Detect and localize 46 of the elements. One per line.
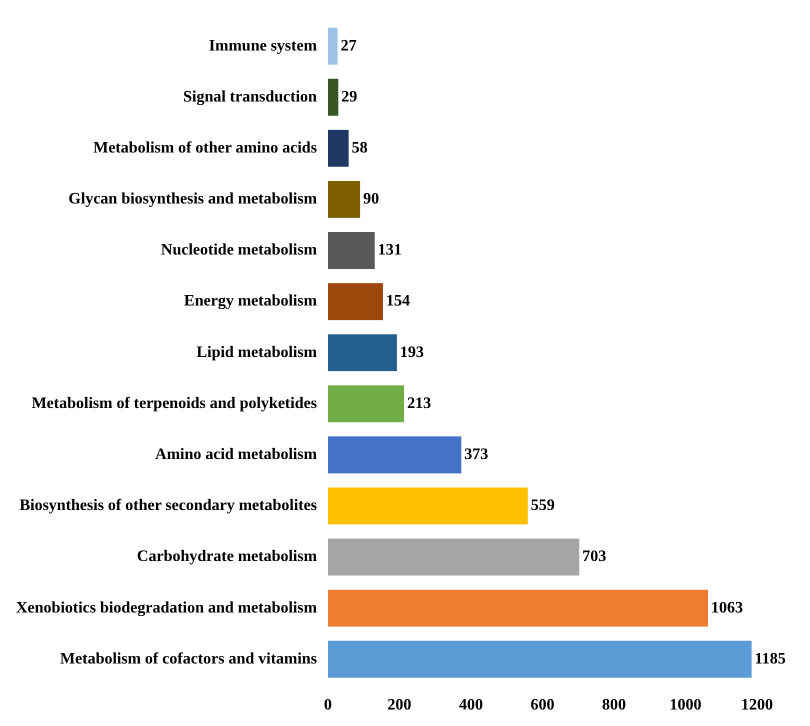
data-label: 58 bbox=[352, 139, 368, 156]
y-tick-label: Amino acid metabolism bbox=[155, 446, 318, 464]
data-label: 373 bbox=[464, 446, 488, 464]
y-tick-label: Metabolism of cofactors and vitamins bbox=[60, 650, 317, 668]
y-tick-label: Carbohydrate metabolism bbox=[136, 548, 318, 566]
x-tick-label: 0 bbox=[324, 696, 332, 714]
bar bbox=[328, 232, 375, 269]
bar bbox=[328, 130, 349, 167]
bar bbox=[328, 488, 528, 524]
bar bbox=[328, 334, 397, 372]
data-label: 27 bbox=[340, 37, 357, 54]
bar bbox=[328, 538, 580, 576]
bar bbox=[328, 28, 338, 65]
bar bbox=[328, 385, 404, 422]
bar bbox=[328, 640, 752, 678]
y-tick-label: Glycan biosynthesis and metabolism bbox=[68, 190, 318, 208]
bar bbox=[328, 180, 360, 218]
y-tick-label: Lipid metabolism bbox=[196, 344, 318, 361]
y-tick-label: Metabolism of other amino acids bbox=[93, 139, 317, 156]
bar bbox=[328, 283, 383, 320]
x-tick-label: 800 bbox=[602, 696, 626, 714]
y-tick-label: Xenobiotics biodegradation and metabolism bbox=[16, 599, 318, 616]
y-tick-label: Signal transduction bbox=[183, 88, 318, 106]
data-label: 90 bbox=[363, 190, 380, 208]
y-tick-label: Immune system bbox=[208, 37, 318, 54]
data-label: 703 bbox=[582, 548, 606, 566]
data-label: 1063 bbox=[711, 599, 744, 616]
y-tick-label: Biosynthesis of other secondary metabolites bbox=[19, 497, 317, 514]
x-tick-label: 600 bbox=[530, 696, 554, 714]
data-label: 213 bbox=[407, 394, 432, 412]
x-tick-label: 400 bbox=[458, 696, 483, 714]
y-tick-label: Metabolism of terpenoids and polyketides bbox=[32, 394, 317, 412]
data-label: 29 bbox=[341, 88, 358, 106]
data-label: 193 bbox=[400, 344, 424, 361]
x-tick-label: 1200 bbox=[741, 696, 773, 714]
x-tick-label: 200 bbox=[387, 696, 412, 714]
y-tick-label: Energy metabolism bbox=[184, 292, 318, 310]
x-tick-label: 1000 bbox=[669, 696, 702, 714]
y-tick-label: Nucleotide metabolism bbox=[160, 242, 318, 259]
bar bbox=[328, 590, 708, 627]
bar bbox=[328, 78, 338, 116]
data-label: 559 bbox=[530, 497, 555, 514]
data-label: 131 bbox=[378, 242, 402, 259]
data-label: 1185 bbox=[754, 650, 786, 668]
bar bbox=[328, 436, 462, 474]
data-label: 154 bbox=[386, 292, 410, 310]
